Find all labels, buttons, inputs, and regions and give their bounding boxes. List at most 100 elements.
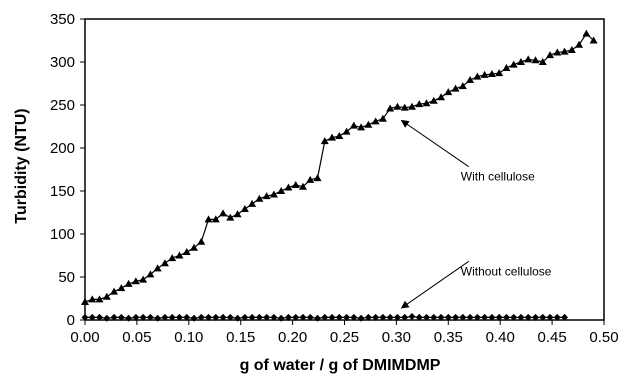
series-1-point: [211, 215, 220, 223]
y-tick-label: 150: [50, 183, 75, 200]
plot-area: 0.00 0.05 0.10 0.15 0.20 0.25 0.30 0.35 0.40 0.45…: [50, 11, 619, 346]
series-2-point: [502, 313, 510, 321]
series-1-point: [575, 40, 584, 48]
x-tick-label: 0.10: [174, 329, 203, 346]
series-2-point: [255, 313, 263, 321]
series-1-point: [124, 279, 133, 287]
series-2-point: [234, 314, 242, 322]
series-2-point: [561, 313, 569, 321]
series-2-point: [154, 314, 162, 322]
annotation-1-arrow: [400, 119, 470, 168]
series-2-point: [510, 313, 518, 321]
series-2-point: [146, 313, 154, 321]
series-1-point: [204, 215, 213, 223]
series-1-point: [291, 180, 300, 188]
x-tick-label: 0.35: [434, 329, 463, 346]
series-2-point: [524, 313, 532, 321]
series-2-point: [444, 313, 452, 321]
series-1-point: [102, 292, 111, 300]
series-2-point: [175, 313, 183, 321]
series-2-point: [299, 313, 307, 321]
series-2-point: [277, 314, 285, 322]
x-axis-title: g of water / g of DMIMDMP: [240, 357, 441, 374]
series-1-point: [146, 270, 155, 278]
series-1-point: [131, 277, 140, 285]
series-1-point: [466, 76, 475, 84]
series-1-point: [313, 174, 322, 182]
series-2-point: [161, 313, 169, 321]
series-2-point: [350, 313, 358, 321]
series-1-point: [189, 243, 198, 251]
series-1-point: [240, 205, 249, 213]
series-2-point: [263, 313, 271, 321]
series-2-point: [437, 313, 445, 321]
series-1-point: [342, 127, 351, 135]
series-2-point: [553, 313, 561, 321]
x-tick-label: 0.20: [278, 329, 307, 346]
series-2-point: [125, 314, 133, 322]
series-2-point: [205, 313, 213, 321]
series-1-point: [284, 183, 293, 191]
series-1-point: [269, 190, 278, 198]
series-2-point: [466, 313, 474, 321]
series-2-point: [241, 313, 249, 321]
series-1-point: [219, 209, 228, 217]
series-2-point: [270, 313, 278, 321]
series-1-point: [88, 295, 97, 303]
series-1-point: [110, 287, 119, 295]
series-2-point: [183, 313, 191, 321]
y-tick-label: 100: [50, 226, 75, 243]
x-tick-label: 0.40: [486, 329, 515, 346]
series-2-point: [531, 313, 539, 321]
series-1-point: [502, 64, 511, 72]
series-2-point: [452, 313, 460, 321]
series-1-point: [516, 58, 525, 65]
series-1-point: [277, 187, 286, 194]
series-2-point: [357, 314, 365, 322]
series-1-point: [524, 55, 533, 63]
series-1-point: [306, 175, 315, 183]
series-1-point: [415, 100, 424, 108]
series-2-point: [364, 313, 372, 321]
x-tick-label: 0.30: [382, 329, 411, 346]
y-tick-label: 200: [50, 140, 75, 157]
series-2-point: [386, 313, 394, 321]
series-1-point: [480, 70, 489, 78]
series-1-point: [168, 254, 177, 262]
series-2-point: [546, 313, 554, 321]
series-1-point: [473, 72, 482, 80]
x-tick-label: 0.50: [589, 329, 618, 346]
series-1-point: [255, 194, 264, 202]
series-2-point: [488, 313, 496, 321]
series-2-point: [190, 314, 198, 322]
series-1-point: [495, 69, 504, 77]
series-1-point: [160, 259, 169, 267]
series-1-point: [422, 99, 431, 107]
series-1-point: [197, 237, 206, 245]
x-tick-label: 0.00: [70, 329, 99, 346]
series-1-point: [248, 199, 257, 207]
series-2-point: [88, 313, 96, 321]
series-2-point: [393, 313, 401, 321]
series-2-point: [539, 313, 547, 321]
series-2-point: [110, 313, 118, 321]
series-1-point: [320, 137, 329, 145]
series-1-point: [400, 103, 409, 111]
series-2-point: [321, 313, 329, 321]
series-2-point: [117, 313, 125, 321]
series-2-point: [343, 313, 351, 321]
annotation-1-label: With cellulose: [461, 170, 535, 184]
series-2-point: [423, 313, 431, 321]
series-2-point: [372, 313, 380, 321]
series-1-point: [139, 275, 148, 283]
series-1-point: [175, 251, 184, 259]
series-1-point: [589, 36, 598, 44]
series-1-point: [378, 114, 387, 122]
series-1-point: [407, 102, 416, 110]
series-1-point: [487, 70, 496, 78]
series-1-point: [226, 213, 235, 221]
series-1-point: [560, 47, 569, 55]
series-1-point: [553, 48, 562, 56]
y-tick-label: 0: [67, 312, 75, 329]
